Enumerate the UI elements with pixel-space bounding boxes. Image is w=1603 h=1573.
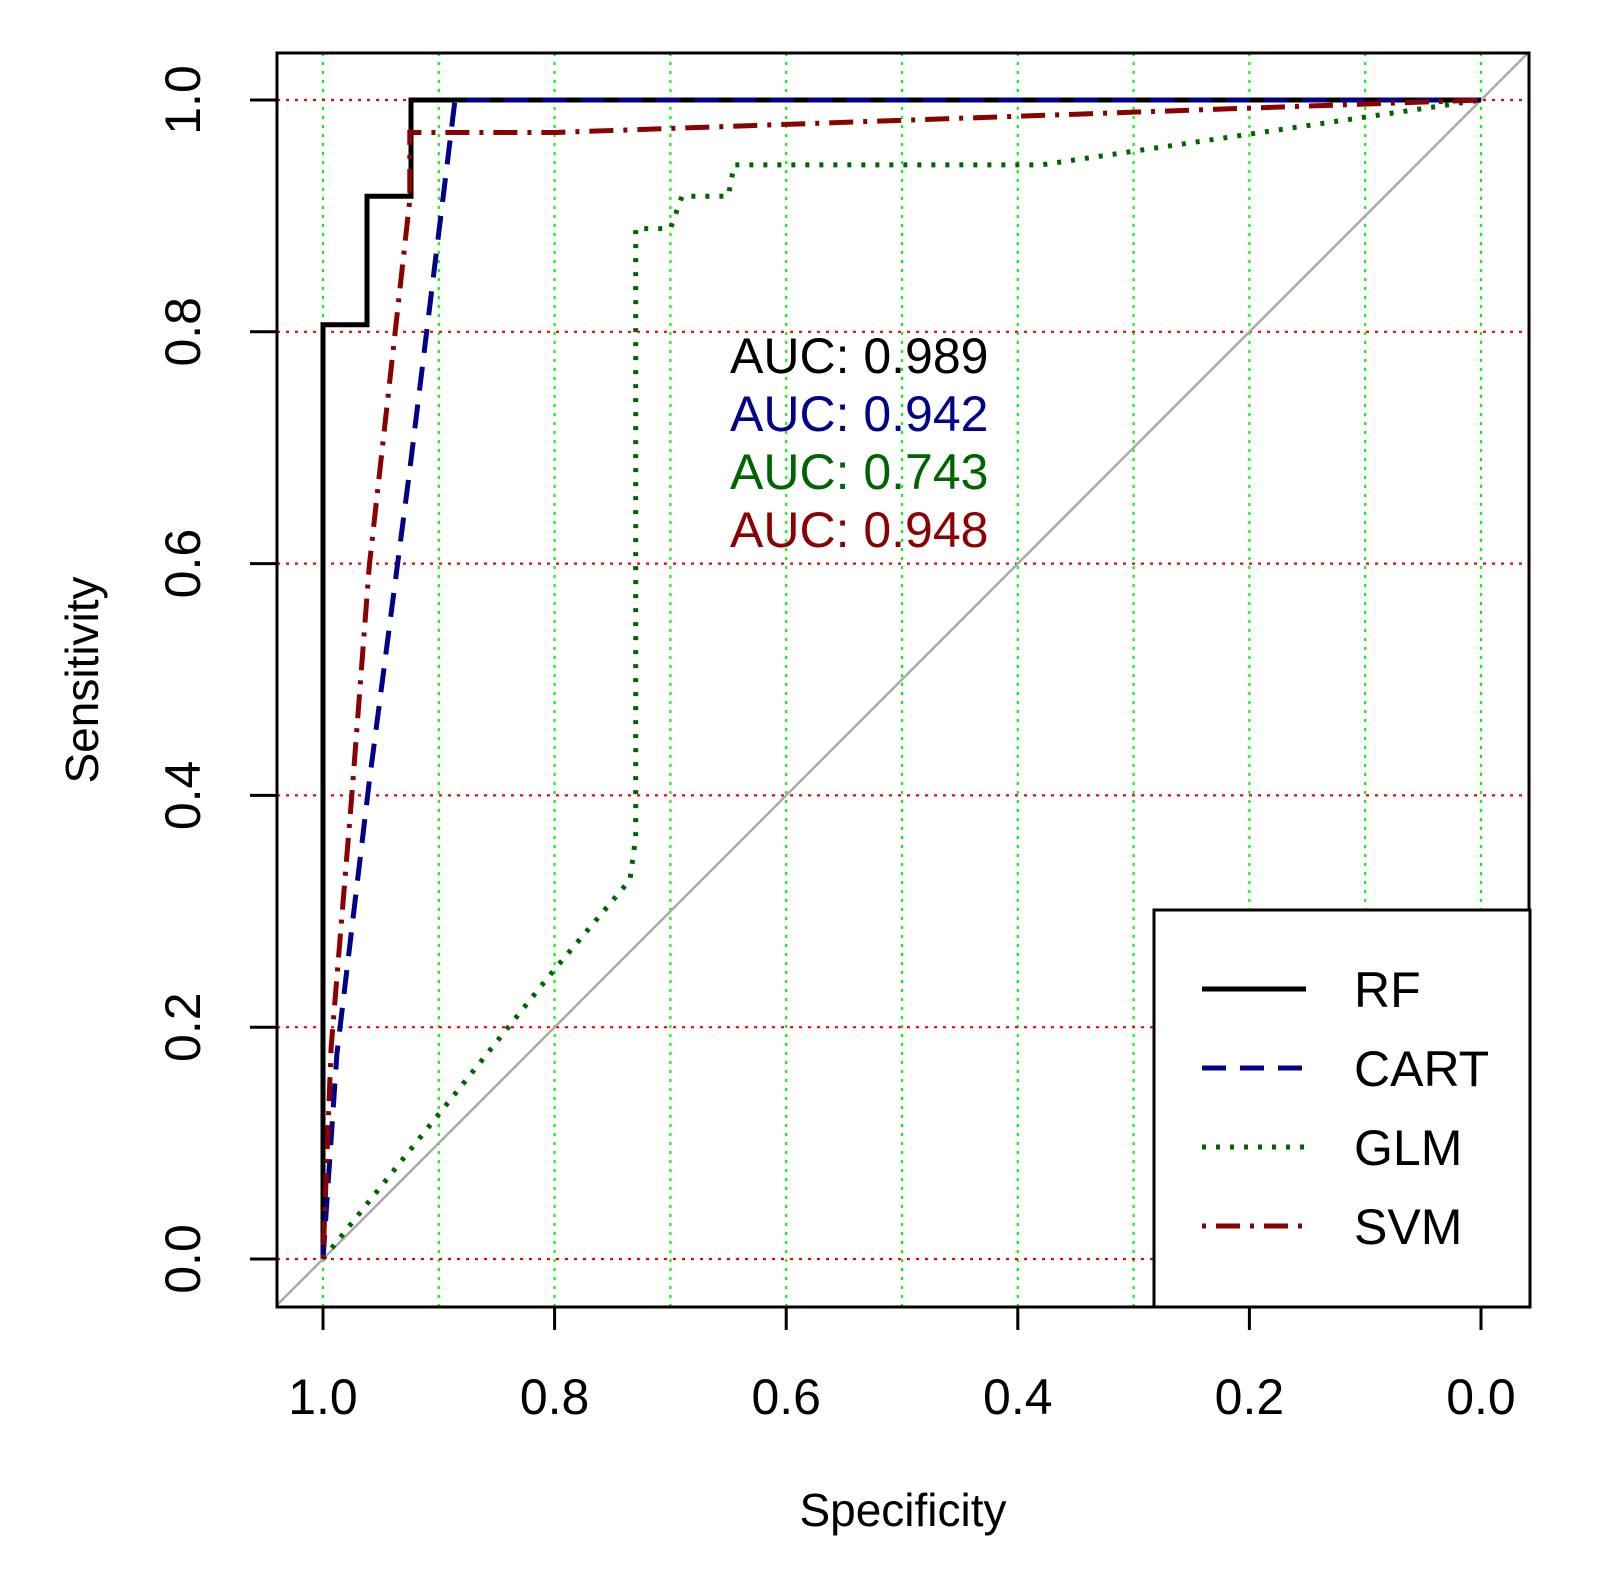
auc-label-cart: AUC: 0.942: [730, 386, 988, 442]
y-tick-label: 0.6: [155, 529, 211, 599]
roc-curve-glm: [321, 97, 1482, 1261]
x-tick-label: 1.0: [288, 1369, 358, 1425]
y-tick-label: 0.8: [155, 297, 211, 367]
roc-curves: [320, 97, 1482, 1261]
legend-box: [1152, 908, 1532, 1309]
legend-label-rf: RF: [1354, 962, 1421, 1018]
x-tick-label: 0.2: [1215, 1369, 1285, 1425]
auc-label-svm: AUC: 0.948: [730, 502, 988, 558]
legend-label-glm: GLM: [1354, 1120, 1462, 1176]
auc-label-glm: AUC: 0.743: [730, 444, 988, 500]
roc-curve-svm: [320, 97, 1482, 1260]
y-axis-title: Sensitivity: [56, 576, 108, 783]
roc-curve-rf: [320, 97, 1481, 1259]
x-axis-title: Specificity: [799, 1484, 1006, 1536]
reference-diagonal: [276, 51, 1530, 1306]
y-tick-label: 0.0: [155, 1224, 211, 1294]
x-tick-label: 0.0: [1446, 1369, 1516, 1425]
legend-label-cart: CART: [1354, 1041, 1489, 1097]
roc-curve-cart: [320, 97, 1481, 1260]
legend: RF CART GLM SVM: [1152, 908, 1532, 1309]
auc-label-rf: AUC: 0.989: [730, 328, 988, 384]
axes: 1.0 0.8 0.6 0.4 0.2 0.0 0.0 0.2 0.4 0.6 0.8 1.0: [155, 65, 1516, 1425]
legend-label-svm: SVM: [1354, 1199, 1462, 1255]
y-tick-label: 0.4: [155, 761, 211, 831]
grid: [277, 53, 1529, 1307]
y-tick-label: 0.2: [155, 992, 211, 1062]
y-tick-label: 1.0: [155, 65, 211, 135]
x-tick-label: 0.6: [751, 1369, 821, 1425]
plot-frame: [275, 51, 1531, 1309]
x-tick-label: 0.4: [983, 1369, 1053, 1425]
x-tick-label: 0.8: [520, 1369, 590, 1425]
